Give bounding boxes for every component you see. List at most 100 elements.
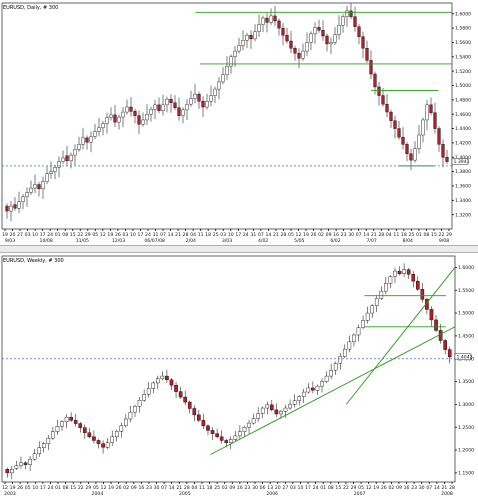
candle-body [320,381,324,387]
candle-body [217,81,221,90]
x-tick-label: 24 [313,485,319,491]
candle-body [373,73,377,88]
candle-body [285,35,289,42]
candle-body [415,280,420,290]
candle-body [210,430,215,434]
x-tick-label: 11 [198,232,204,238]
candle-body [321,30,325,37]
x-tick-label: 05 [92,232,98,238]
candle-body [157,104,161,111]
candle-body [142,394,146,401]
x-tick-label: 26 [311,232,317,238]
candle-body [270,404,274,411]
candle-body [65,155,69,162]
candle-body [393,120,397,129]
x-tick-label: 26 [115,232,121,238]
candle-body [5,469,10,474]
x-tick-label: 12 [296,232,302,238]
candle-body [169,98,173,103]
candle-body [178,391,183,398]
candle-body [215,433,219,437]
candle-body [187,401,192,409]
x-tick-label: 05 [288,232,294,238]
x-tick-label: 02 [388,485,394,491]
x-tick-label: 26 [381,485,387,491]
candle-body [101,123,105,129]
candle-body [379,290,384,299]
candle-body [413,148,417,161]
x-tick-label: 10 [228,232,234,238]
panel-separator[interactable] [0,245,478,253]
y-tick-label: 1.1500 [458,470,474,476]
x-tick-label: 15 [70,232,76,238]
candle-body [137,115,141,125]
y-tick-label: 1.4500 [458,333,474,339]
x-tick-label: 29 [351,485,357,491]
x-tick-label: 04 [386,232,392,238]
candle-body [443,340,447,350]
plot-area-frame [1,2,453,230]
x-period-label: 2004 [92,491,104,497]
candle-body [242,427,247,432]
candle-body [315,385,320,391]
candle-body [149,108,153,115]
x-tick-label: 05 [93,485,99,491]
candle-body [192,408,197,416]
candle-body [297,396,301,401]
x-tick-label: 24 [243,232,249,238]
candle-body [37,184,41,190]
weekly-chart-svg: EURUSD, Weekly, # 300 1.6000 1.5500 1.5000 1… [1,255,474,497]
candle-body [60,421,64,427]
x-tick-label: 01 [320,485,326,491]
candle-body [405,144,409,154]
candle-body [441,144,445,158]
x-tick-label: 21 [441,485,447,491]
candle-body [357,26,361,37]
candle-body [389,111,393,121]
x-tick-label: 12 [100,232,106,238]
candle-body [45,173,49,182]
candle-body [32,453,37,460]
candle-body [117,116,121,123]
x-tick-label: 13 [267,485,273,491]
candle-body [361,36,365,49]
candle-body [421,119,425,136]
x-tick-label: 08 [423,232,429,238]
x-tick-label: 01 [55,485,61,491]
candle-body [141,119,145,125]
candle-body [78,423,83,428]
x-tick-label: 31 [153,232,159,238]
y-tick-label: 1.3500 [458,379,474,385]
x-period-label: 2/04 [186,238,196,244]
candle-body [356,327,361,336]
candle-body [288,404,292,409]
y-tick-label: 1.3400 [455,198,471,204]
x-tick-label: 12 [2,485,8,491]
y-tick-label: 1.4200 [455,141,471,147]
x-tick-label: 17 [40,232,46,238]
candle-body [257,24,261,32]
candle-body [5,205,9,212]
daily-chart-svg: EURUSD, Daily, # 300 1.6000 1.5800 1.5600 1.… [1,2,471,244]
candle-body [28,458,32,465]
candle-body [281,27,285,36]
x-tick-label: 27 [17,232,23,238]
y-tick-label: 1.5000 [458,311,474,317]
candle-body [145,114,149,121]
candle-body [173,102,177,108]
daily-chart-panel[interactable]: EURUSD, Daily, # 300 1.6000 1.5800 1.5600 1.… [0,0,478,245]
candle-body [445,157,449,162]
x-tick-label: 02 [318,232,324,238]
x-tick-label: 22 [439,232,445,238]
candle-body [110,436,114,443]
candle-body [177,107,181,116]
last-price-tag [451,158,469,165]
x-tick-label: 23 [341,232,347,238]
candle-body [306,387,311,393]
weekly-chart-panel[interactable]: EURUSD, Weekly, # 300 1.6000 1.5500 1.5000 1… [0,253,478,500]
x-tick-label: 17 [235,232,241,238]
x-tick-label: 14 [169,485,175,491]
candle-body [197,414,201,421]
x-tick-label: 28 [281,232,287,238]
x-tick-label: 02 [123,485,129,491]
